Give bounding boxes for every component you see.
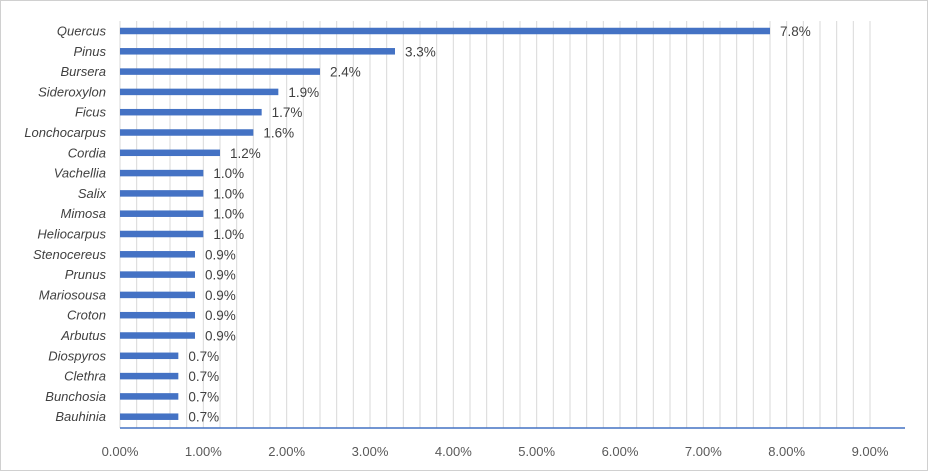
data-label: 0.7%	[188, 349, 219, 364]
bar	[120, 190, 204, 197]
category-label: Diospyros	[48, 348, 106, 363]
category-label: Sideroxylon	[38, 84, 106, 99]
bar	[120, 27, 770, 35]
category-label: Prunus	[65, 267, 107, 282]
data-label: 0.7%	[188, 369, 219, 384]
data-label: 0.9%	[205, 308, 236, 323]
bar	[120, 48, 395, 55]
x-tick-label: 0.00%	[102, 444, 139, 459]
data-label: 0.9%	[205, 247, 236, 262]
category-label: Bursera	[60, 64, 106, 79]
bar	[120, 251, 195, 258]
category-label: Bauhinia	[55, 409, 106, 424]
category-label: Lonchocarpus	[24, 125, 106, 140]
x-tick-label: 1.00%	[185, 444, 222, 459]
category-label: Stenocereus	[33, 247, 106, 262]
data-label: 1.0%	[213, 166, 244, 181]
data-label: 3.3%	[405, 44, 436, 59]
bar	[120, 393, 179, 400]
bar	[120, 291, 195, 299]
bar	[120, 352, 179, 360]
category-label: Pinus	[73, 44, 106, 59]
data-label: 1.2%	[230, 146, 261, 161]
data-label: 1.0%	[213, 207, 244, 222]
bar	[120, 311, 195, 319]
bar	[120, 230, 204, 238]
category-label: Ficus	[75, 105, 107, 120]
category-label: Vachellia	[54, 166, 106, 181]
bar	[120, 271, 195, 278]
category-label: Quercus	[57, 24, 107, 39]
data-label: 0.9%	[205, 268, 236, 283]
x-tick-label: 6.00%	[602, 444, 639, 459]
category-label: Clethra	[64, 369, 106, 384]
data-label: 7.8%	[780, 24, 811, 39]
data-label: 1.0%	[213, 227, 244, 242]
data-label: 1.6%	[263, 126, 294, 141]
x-tick-label: 4.00%	[435, 444, 472, 459]
gridlines	[119, 21, 871, 428]
data-label: 0.9%	[205, 288, 236, 303]
data-label: 1.0%	[213, 186, 244, 201]
bar	[120, 372, 179, 380]
x-tick-label: 3.00%	[352, 444, 389, 459]
data-label: 2.4%	[330, 65, 361, 80]
bar	[120, 169, 204, 177]
bar	[120, 149, 220, 157]
category-label: Cordia	[68, 145, 106, 160]
category-label: Mimosa	[60, 206, 106, 221]
x-tick-label: 7.00%	[685, 444, 722, 459]
x-tick-label: 2.00%	[268, 444, 305, 459]
x-tick-label: 9.00%	[852, 444, 889, 459]
bar	[120, 210, 204, 217]
bar	[120, 129, 254, 136]
category-label: Croton	[67, 308, 106, 323]
x-tick-label: 5.00%	[518, 444, 555, 459]
data-label: 0.9%	[205, 329, 236, 344]
data-label: 1.7%	[272, 105, 303, 120]
bar	[120, 68, 320, 75]
x-tick-label: 8.00%	[768, 444, 805, 459]
category-label: Bunchosia	[45, 389, 106, 404]
category-label: Salix	[78, 186, 107, 201]
bar	[120, 332, 195, 339]
category-label: Heliocarpus	[37, 227, 106, 242]
category-label: Arbutus	[60, 328, 106, 343]
bar	[120, 108, 262, 116]
bar	[120, 413, 179, 420]
data-label: 0.7%	[188, 389, 219, 404]
data-label: 0.7%	[188, 410, 219, 425]
category-label: Mariosousa	[39, 287, 106, 302]
data-label: 1.9%	[288, 85, 319, 100]
bar	[120, 88, 279, 96]
